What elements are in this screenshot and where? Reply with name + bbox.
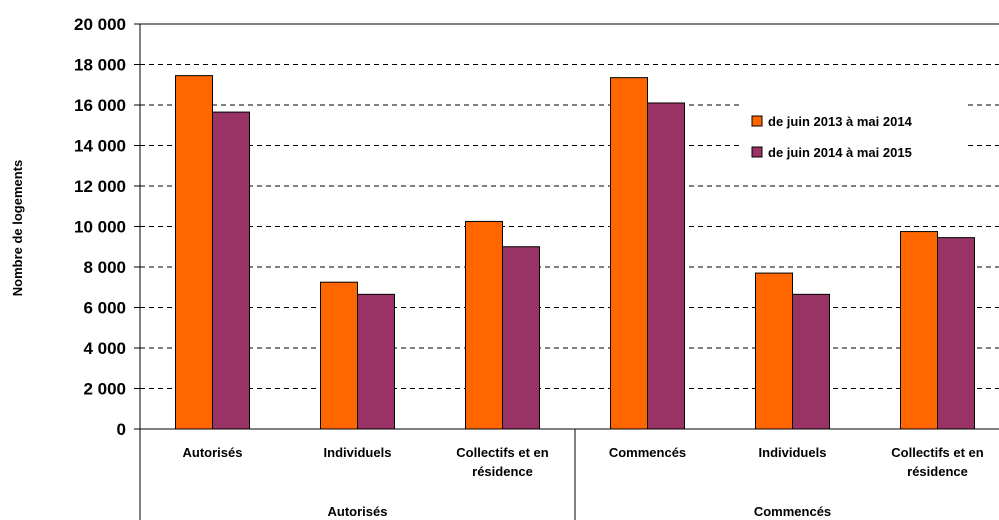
bar-2-5 [792, 293, 830, 430]
category-label: Collectifs et en résidence [891, 445, 984, 479]
category-label-line: Individuels [324, 445, 392, 460]
category-labels: Autorisés Individuels Collectifs et en rési… [183, 445, 984, 479]
category-label: Individuels [324, 445, 392, 460]
y-tick-label: 10 000 [74, 218, 126, 237]
y-tick-labels: 0 2 000 4 000 6 000 8 000 10 000 12 000 14 000 1… [74, 15, 126, 439]
y-axis-label: Nombre de logements [10, 160, 25, 297]
y-tick-label: 2 000 [83, 380, 126, 399]
category-label-line: Individuels [759, 445, 827, 460]
bar-2-2 [357, 293, 395, 430]
category-label: Individuels [759, 445, 827, 460]
group-labels: Autorisés Commencés [328, 504, 832, 519]
legend-swatch [751, 115, 763, 127]
bar-1-1 [175, 75, 213, 430]
legend-label: de juin 2013 à mai 2014 [768, 114, 913, 129]
category-label-line: résidence [472, 464, 533, 479]
y-tick-label: 16 000 [74, 96, 126, 115]
category-label-line: Autorisés [183, 445, 243, 460]
bar-2-6 [937, 237, 975, 430]
group-label: Autorisés [328, 504, 388, 519]
gridlines [140, 23, 999, 389]
axes [134, 23, 999, 520]
group-label: Commencés [754, 504, 831, 519]
y-tick-label: 0 [117, 420, 126, 439]
category-label-line: Commencés [609, 445, 686, 460]
category-label: Commencés [609, 445, 686, 460]
bar-1-6 [900, 231, 938, 430]
category-label: Autorisés [183, 445, 243, 460]
y-tick-label: 14 000 [74, 137, 126, 156]
y-tick-label: 6 000 [83, 299, 126, 318]
y-tick-label: 4 000 [83, 339, 126, 358]
bar-2-3 [502, 246, 540, 430]
legend-swatch [751, 146, 763, 158]
category-label-line: résidence [907, 464, 968, 479]
legend: de juin 2013 à mai 2014 de juin 2014 à ma… [742, 102, 964, 170]
legend-background [742, 102, 964, 170]
bar-1-5 [755, 272, 793, 430]
y-tick-label: 18 000 [74, 56, 126, 75]
bar-2-4 [647, 102, 685, 430]
y-tick-label: 8 000 [83, 258, 126, 277]
bar-2-1 [212, 111, 250, 430]
legend-label: de juin 2014 à mai 2015 [768, 145, 912, 160]
bar-1-2 [320, 281, 358, 430]
bar-1-3 [465, 220, 503, 430]
y-tick-label: 20 000 [74, 15, 126, 34]
bar-1-4 [610, 77, 648, 430]
category-label: Collectifs et en résidence [456, 445, 549, 479]
category-label-line: Collectifs et en [456, 445, 549, 460]
y-tick-label: 12 000 [74, 177, 126, 196]
category-label-line: Collectifs et en [891, 445, 984, 460]
